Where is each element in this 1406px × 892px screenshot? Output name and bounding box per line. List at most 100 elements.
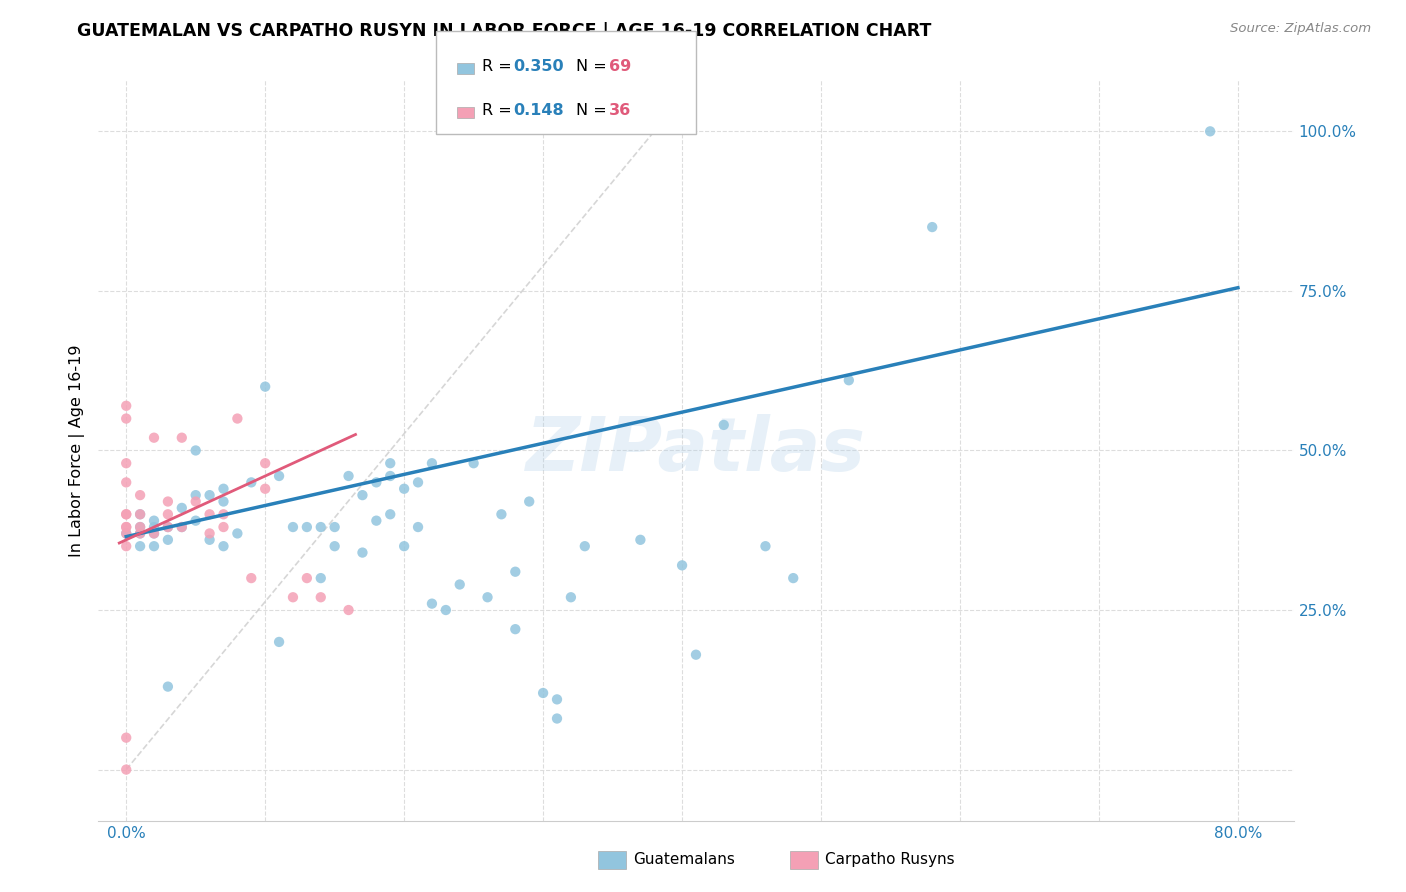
Point — [143, 431, 166, 445]
Point — [406, 475, 429, 490]
Point — [115, 731, 138, 745]
Point — [156, 520, 179, 534]
Point — [129, 520, 152, 534]
Point — [156, 494, 179, 508]
Point — [392, 482, 415, 496]
Point — [212, 520, 235, 534]
Point — [143, 514, 166, 528]
Point — [212, 508, 235, 522]
Point — [115, 520, 138, 534]
Point — [477, 591, 499, 605]
Text: 0.148: 0.148 — [513, 103, 564, 119]
Point — [198, 533, 221, 547]
Text: R =: R = — [482, 59, 517, 74]
Point — [420, 456, 443, 470]
Text: ZIPatlas: ZIPatlas — [526, 414, 866, 487]
Point — [170, 500, 193, 515]
Point — [198, 526, 221, 541]
Point — [434, 603, 457, 617]
Point — [115, 508, 138, 522]
Point — [1199, 124, 1222, 138]
Point — [129, 508, 152, 522]
Text: N =: N = — [576, 103, 613, 119]
Point — [143, 526, 166, 541]
Point — [156, 520, 179, 534]
Point — [574, 539, 596, 553]
Point — [366, 475, 388, 490]
Point — [184, 514, 207, 528]
Point — [491, 508, 513, 522]
Point — [531, 686, 554, 700]
Point — [406, 520, 429, 534]
Point — [366, 514, 388, 528]
Point — [267, 635, 290, 649]
Point — [380, 508, 402, 522]
Point — [838, 373, 860, 387]
Point — [309, 571, 332, 585]
Point — [212, 482, 235, 496]
Point — [267, 469, 290, 483]
Point — [309, 520, 332, 534]
Point — [129, 488, 152, 502]
Point — [129, 526, 152, 541]
Point — [115, 411, 138, 425]
Point — [115, 526, 138, 541]
Point — [505, 565, 527, 579]
Text: Source: ZipAtlas.com: Source: ZipAtlas.com — [1230, 22, 1371, 36]
Point — [170, 520, 193, 534]
Text: 36: 36 — [609, 103, 631, 119]
Point — [420, 597, 443, 611]
Point — [115, 526, 138, 541]
Point — [184, 494, 207, 508]
Point — [212, 539, 235, 553]
Point — [380, 456, 402, 470]
Point — [295, 571, 318, 585]
Point — [143, 539, 166, 553]
Text: R =: R = — [482, 103, 517, 119]
Point — [184, 488, 207, 502]
Point — [115, 520, 138, 534]
Point — [129, 520, 152, 534]
Point — [352, 488, 374, 502]
Point — [546, 712, 568, 726]
Point — [226, 411, 249, 425]
Point — [115, 456, 138, 470]
Text: 0.350: 0.350 — [513, 59, 564, 74]
Point — [115, 475, 138, 490]
Point — [254, 379, 277, 393]
Point — [449, 577, 471, 591]
Text: N =: N = — [576, 59, 613, 74]
Text: GUATEMALAN VS CARPATHO RUSYN IN LABOR FORCE | AGE 16-19 CORRELATION CHART: GUATEMALAN VS CARPATHO RUSYN IN LABOR FO… — [77, 22, 932, 40]
Point — [156, 680, 179, 694]
Point — [309, 591, 332, 605]
Y-axis label: In Labor Force | Age 16-19: In Labor Force | Age 16-19 — [69, 344, 84, 557]
Point — [254, 482, 277, 496]
Point — [115, 539, 138, 553]
Point — [184, 443, 207, 458]
Point — [323, 539, 346, 553]
Point — [546, 692, 568, 706]
Point — [254, 456, 277, 470]
Point — [212, 494, 235, 508]
Point — [129, 526, 152, 541]
Point — [628, 533, 651, 547]
Point — [517, 494, 540, 508]
Text: Carpatho Rusyns: Carpatho Rusyns — [825, 853, 955, 867]
Point — [129, 508, 152, 522]
Point — [226, 526, 249, 541]
Point — [352, 545, 374, 559]
Point — [143, 526, 166, 541]
Point — [505, 622, 527, 636]
Point — [754, 539, 776, 553]
Text: 69: 69 — [609, 59, 631, 74]
Point — [713, 417, 735, 432]
Text: Guatemalans: Guatemalans — [633, 853, 734, 867]
Point — [323, 520, 346, 534]
Point — [115, 399, 138, 413]
Point — [295, 520, 318, 534]
Point — [115, 763, 138, 777]
Point — [921, 220, 943, 235]
Point — [380, 469, 402, 483]
Point — [337, 603, 360, 617]
Point — [337, 469, 360, 483]
